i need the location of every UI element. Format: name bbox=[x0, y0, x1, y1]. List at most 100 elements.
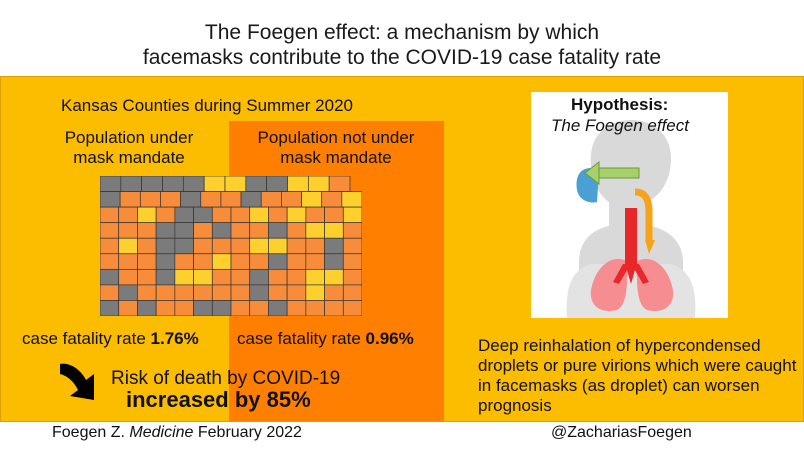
county-cell bbox=[100, 300, 120, 316]
county-cell bbox=[162, 176, 184, 192]
cfr-no-mandate-value: 0.96% bbox=[365, 329, 414, 348]
county-cell bbox=[119, 191, 141, 208]
county-cell bbox=[230, 206, 251, 224]
county-cell bbox=[137, 253, 157, 270]
county-cell bbox=[249, 253, 269, 270]
county-cell bbox=[155, 222, 176, 239]
county-cell bbox=[249, 237, 269, 255]
county-cell bbox=[260, 191, 282, 208]
county-cell bbox=[155, 253, 176, 270]
county-cell bbox=[118, 300, 138, 316]
county-cell bbox=[342, 222, 362, 239]
county-cell bbox=[324, 222, 344, 239]
risk-line: Risk of death by COVID-19 bbox=[111, 368, 341, 389]
county-cell bbox=[230, 300, 251, 316]
county-cell bbox=[328, 176, 351, 192]
county-cell bbox=[193, 253, 213, 270]
county-cell bbox=[211, 237, 232, 255]
county-cell bbox=[324, 206, 344, 224]
county-cell bbox=[268, 206, 288, 224]
county-cell bbox=[120, 176, 143, 192]
reinhalation-arrow-body bbox=[598, 167, 640, 179]
county-cell bbox=[249, 222, 269, 239]
cfr-mandate-value: 1.76% bbox=[150, 329, 199, 348]
county-cell bbox=[174, 300, 194, 316]
county-cell bbox=[240, 191, 262, 208]
county-cell bbox=[211, 300, 232, 316]
cfr-mandate: case fatality rate 1.76% bbox=[22, 329, 199, 349]
county-cell bbox=[305, 206, 325, 224]
county-cell bbox=[155, 237, 176, 255]
county-cell bbox=[211, 268, 232, 286]
county-cell bbox=[200, 191, 222, 208]
county-cell bbox=[286, 284, 307, 301]
county-cell bbox=[342, 253, 362, 270]
county-cell bbox=[211, 253, 232, 270]
county-cell bbox=[268, 222, 288, 239]
county-cell bbox=[286, 222, 307, 239]
mechanism-description: Deep reinhalation of hypercondensed drop… bbox=[478, 336, 797, 415]
citation-author: Foegen Z. bbox=[52, 424, 125, 441]
map-subtitle: Kansas Counties during Summer 2020 bbox=[61, 96, 353, 115]
human-respiratory-illustration bbox=[566, 120, 696, 318]
county-cell bbox=[160, 191, 181, 208]
county-cell bbox=[211, 222, 232, 239]
county-cell bbox=[118, 222, 138, 239]
county-cell bbox=[249, 300, 269, 316]
county-cell bbox=[155, 206, 176, 224]
curved-arrow-icon bbox=[60, 363, 94, 400]
county-cell bbox=[137, 284, 157, 301]
county-cell bbox=[321, 191, 343, 208]
title-line-2: facemasks contribute to the COVID-19 cas… bbox=[142, 46, 662, 69]
county-cell bbox=[230, 222, 251, 239]
county-cell bbox=[230, 268, 251, 286]
county-cell bbox=[137, 222, 157, 239]
county-cell bbox=[324, 284, 344, 301]
county-cell bbox=[342, 206, 362, 224]
county-cell bbox=[118, 206, 138, 224]
county-cell bbox=[203, 176, 226, 192]
citation-date: February 2022 bbox=[197, 424, 302, 441]
county-cell bbox=[174, 237, 194, 255]
county-cell bbox=[230, 253, 251, 270]
county-cell bbox=[155, 284, 176, 301]
county-cell bbox=[137, 237, 157, 255]
county-cell bbox=[224, 176, 247, 192]
county-cell bbox=[139, 191, 161, 208]
county-cell bbox=[100, 222, 120, 239]
county-cell bbox=[193, 206, 213, 224]
county-cell bbox=[268, 300, 288, 316]
citation-journal: Medicine bbox=[129, 424, 194, 441]
county-cell bbox=[193, 268, 213, 286]
hypothesis-title: Hypothesis: bbox=[571, 95, 669, 114]
county-cell bbox=[193, 284, 213, 301]
county-cell bbox=[230, 237, 251, 255]
infographic-title: The Foegen effect: a mechanism by which … bbox=[0, 20, 804, 70]
county-cell bbox=[268, 268, 288, 286]
county-cell bbox=[211, 284, 232, 301]
twitter-handle: @ZachariasFoegen bbox=[551, 424, 692, 441]
hypothesis-box: Hypothesis: The Foegen effect bbox=[531, 92, 728, 318]
county-cell bbox=[174, 268, 194, 286]
county-cell bbox=[305, 237, 325, 255]
county-cell bbox=[174, 284, 194, 301]
county-cell bbox=[174, 222, 194, 239]
county-cell bbox=[305, 284, 325, 301]
county-cell bbox=[342, 300, 362, 316]
county-cell bbox=[324, 253, 344, 270]
title-line-1: The Foegen effect: a mechanism by which bbox=[204, 21, 600, 44]
county-cell bbox=[141, 176, 163, 192]
county-cell bbox=[342, 268, 362, 286]
county-cell bbox=[286, 237, 307, 255]
county-cell bbox=[301, 191, 323, 208]
county-cell bbox=[305, 253, 325, 270]
county-cell bbox=[342, 237, 362, 255]
county-cell bbox=[286, 300, 307, 316]
county-cell bbox=[324, 268, 344, 286]
county-cell bbox=[341, 191, 362, 208]
county-cell bbox=[118, 253, 138, 270]
county-cell bbox=[286, 206, 307, 224]
county-cell bbox=[281, 191, 302, 208]
increase-line: increased by 85% bbox=[126, 387, 311, 412]
county-cell bbox=[100, 284, 120, 301]
